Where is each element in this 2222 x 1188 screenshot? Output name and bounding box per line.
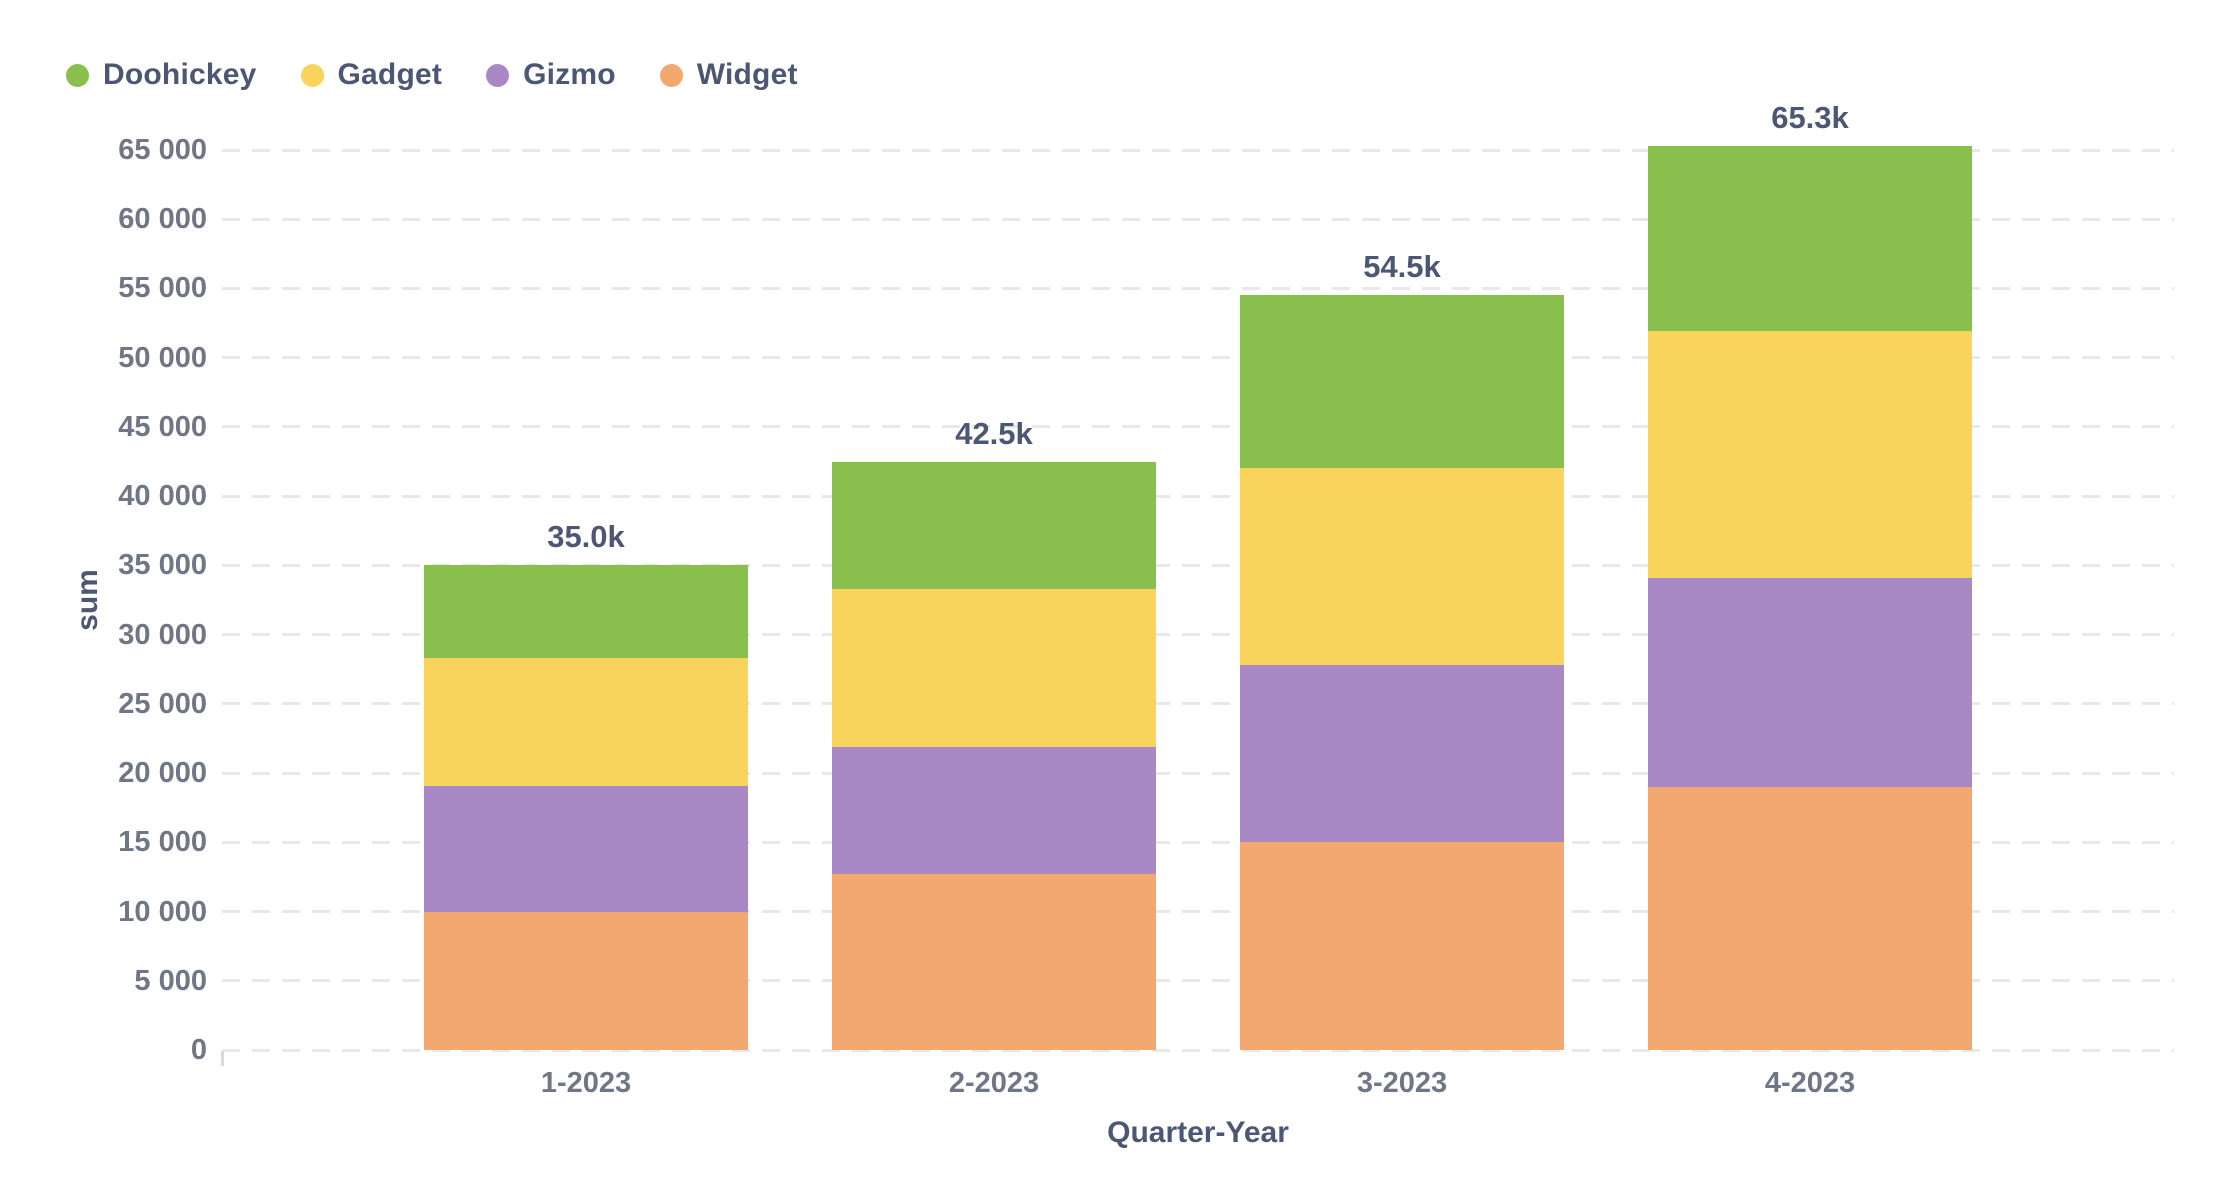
x-axis-tick-label: 4-2023 (1764, 1067, 1856, 1099)
bar-segment-widget-3-2023[interactable] (1240, 841, 1564, 1050)
y-axis-tick-label: 45 000 (118, 410, 207, 443)
bar-segment-gadget-1-2023[interactable] (424, 658, 748, 787)
x-axis-title: Quarter-Year (1107, 1116, 1289, 1149)
gridline (222, 633, 2174, 637)
legend-item-gadget[interactable]: Gadget (300, 58, 443, 92)
gridline (222, 979, 2174, 983)
x-axis-tick-label: 2-2023 (948, 1067, 1040, 1099)
bar-total-label: 65.3k (1771, 99, 1849, 135)
gridline (222, 217, 2174, 221)
legend-dot-widget (659, 63, 683, 87)
bar-segment-gizmo-3-2023[interactable] (1240, 665, 1564, 842)
bar-total-label: 42.5k (955, 415, 1033, 451)
legend-label: Gizmo (523, 58, 616, 91)
bar-segment-widget-4-2023[interactable] (1648, 786, 1972, 1050)
bar-segment-gadget-3-2023[interactable] (1240, 468, 1564, 666)
legend-item-doohickey[interactable]: Doohickey (66, 58, 257, 92)
x-axis-tick-label: 3-2023 (1356, 1067, 1448, 1099)
legend-label: Gadget (337, 58, 443, 91)
bar-total-label: 54.5k (1363, 249, 1441, 285)
gridline (222, 563, 2174, 567)
legend-item-widget[interactable]: Widget (659, 58, 798, 92)
y-axis-tick-label: 15 000 (118, 826, 207, 859)
y-axis-tick-label: 40 000 (118, 480, 207, 513)
bar-segment-gadget-4-2023[interactable] (1648, 331, 1972, 578)
y-axis-tick-label: 35 000 (118, 549, 207, 582)
gridline (222, 286, 2174, 290)
bar-segment-gizmo-1-2023[interactable] (424, 786, 748, 913)
bar-segment-gadget-2-2023[interactable] (832, 588, 1156, 747)
legend-item-gizmo[interactable]: Gizmo (486, 58, 616, 92)
y-axis-tick-label: 30 000 (118, 618, 207, 651)
gridline (222, 494, 2174, 498)
gridline (222, 910, 2174, 914)
gridline (222, 1048, 2174, 1052)
gridline (222, 148, 2174, 152)
legend-dot-doohickey (66, 63, 89, 87)
bar-segment-widget-2-2023[interactable] (832, 874, 1156, 1050)
bar-segment-doohickey-1-2023[interactable] (424, 565, 748, 659)
y-axis-tick-label: 25 000 (118, 687, 207, 720)
legend-dot-gizmo (486, 63, 510, 87)
legend-dot-gadget (300, 63, 324, 87)
axis-origin-tick (221, 1051, 224, 1066)
legend-label: Widget (696, 58, 798, 91)
bar-total-label: 35.0k (547, 519, 625, 555)
y-axis-tick-label: 60 000 (118, 203, 207, 236)
gridline (222, 425, 2174, 429)
x-axis-tick-label: 1-2023 (540, 1067, 632, 1099)
bar-segment-doohickey-2-2023[interactable] (832, 461, 1156, 589)
bar-segment-gizmo-2-2023[interactable] (832, 746, 1156, 875)
gridline (222, 771, 2174, 775)
bar-segment-doohickey-3-2023[interactable] (1240, 295, 1564, 469)
gridline (222, 356, 2174, 360)
y-axis-tick-label: 0 (190, 1034, 207, 1066)
y-axis-tick-label: 50 000 (118, 341, 207, 374)
gridline (222, 702, 2174, 706)
legend-label: Doohickey (103, 58, 257, 91)
y-axis-tick-label: 55 000 (118, 272, 207, 305)
legend: Doohickey Gadget Gizmo Widget (66, 58, 798, 92)
y-axis-tick-label: 65 000 (118, 134, 207, 166)
gridline (222, 840, 2174, 844)
bar-segment-doohickey-4-2023[interactable] (1648, 145, 1972, 332)
bar-segment-gizmo-4-2023[interactable] (1648, 577, 1972, 787)
bar-segment-widget-1-2023[interactable] (424, 912, 748, 1050)
y-axis-title: sum (71, 569, 104, 631)
y-axis-tick-label: 10 000 (118, 895, 207, 928)
y-axis-tick-label: 20 000 (118, 757, 207, 790)
y-axis-tick-label: 5 000 (134, 964, 207, 997)
